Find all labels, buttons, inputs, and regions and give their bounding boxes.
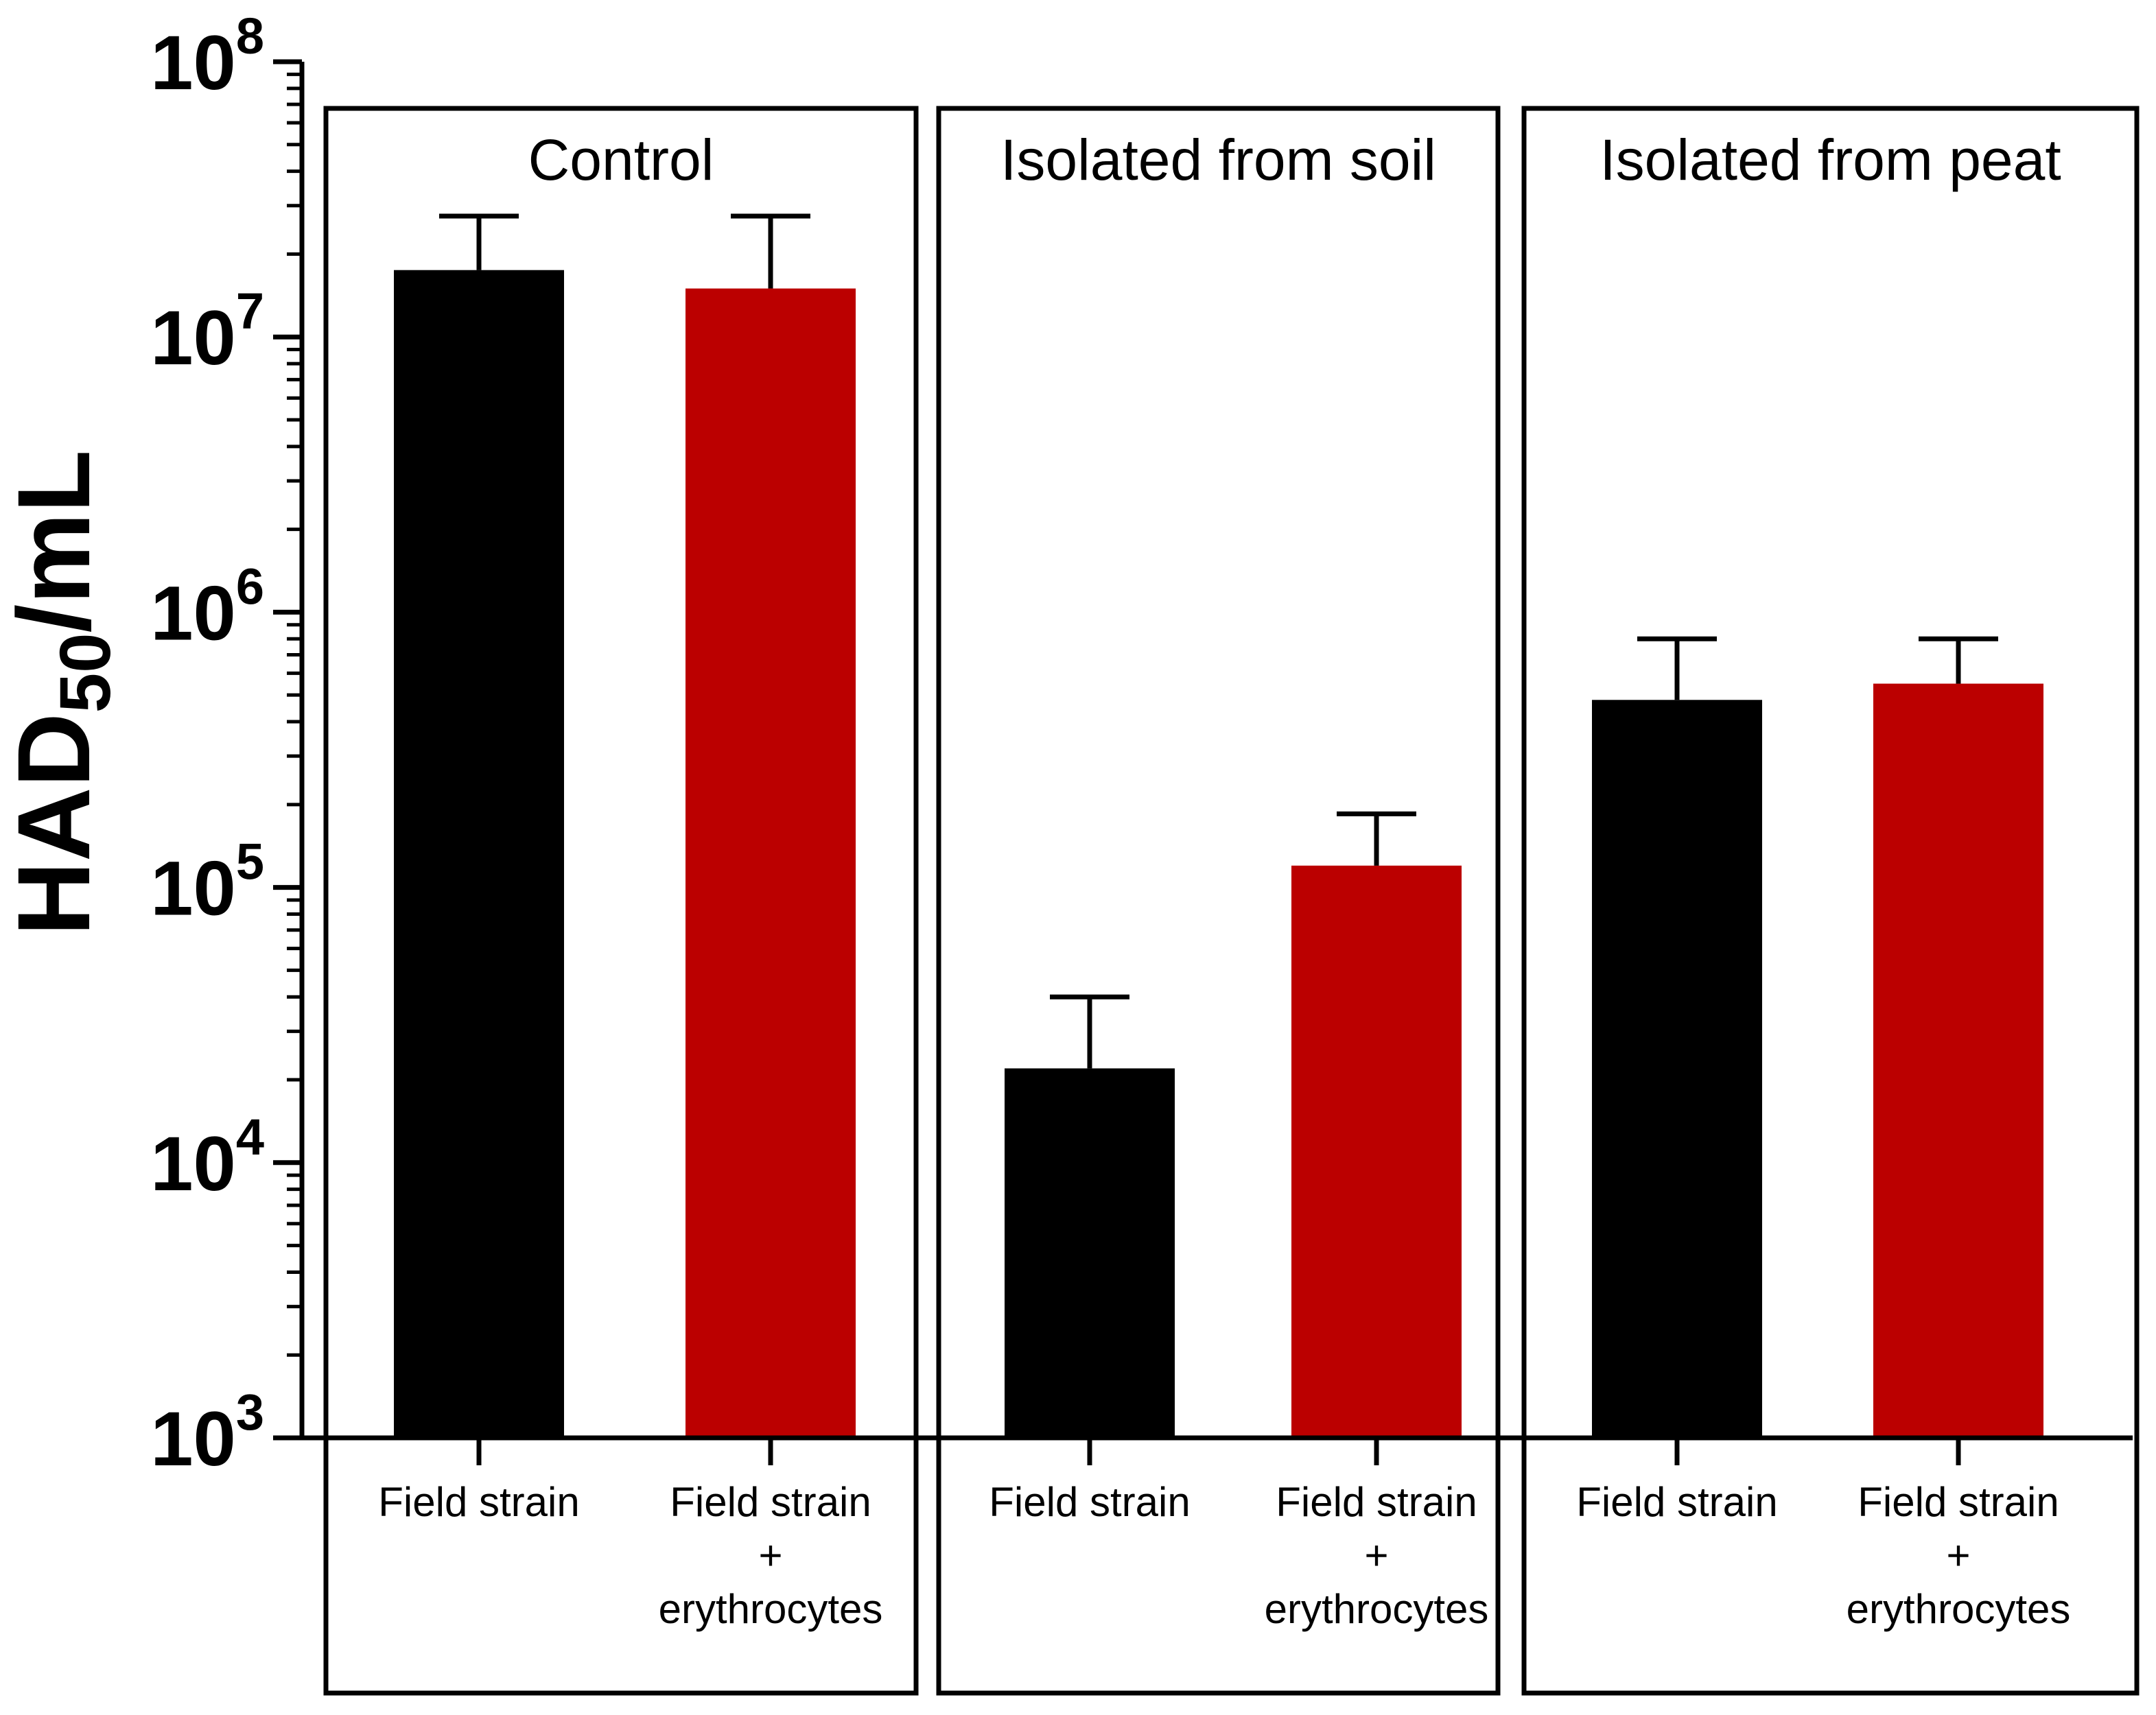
- x-axis: Field strain Field strain + erythrocytesFie…: [302, 1435, 2133, 1632]
- y-tick-label-base: 10: [150, 295, 236, 381]
- y-tick-label: 104: [150, 1109, 264, 1207]
- bar: [1592, 700, 1762, 1438]
- category-label-line: erythrocytes: [1265, 1586, 1489, 1632]
- y-tick-label: 108: [150, 8, 264, 106]
- y-tick-label-base: 10: [150, 570, 236, 656]
- bar: [394, 270, 564, 1439]
- bar: [686, 288, 856, 1438]
- category-label-line: erythrocytes: [1847, 1586, 2071, 1632]
- category-label-line: +: [758, 1533, 782, 1578]
- y-tick-label-base: 10: [150, 1121, 236, 1207]
- group-title: Control: [528, 128, 714, 192]
- category-label-line: +: [1946, 1533, 1970, 1578]
- category-label-line: erythrocytes: [659, 1586, 883, 1632]
- group-panel: [323, 106, 919, 1696]
- group-panel: [936, 106, 1501, 1696]
- category-label-line: Field strain: [378, 1479, 579, 1525]
- y-tick-label-base: 10: [150, 1396, 236, 1482]
- y-tick-label-exponent: 5: [236, 833, 264, 890]
- y-tick-label: 105: [150, 833, 264, 932]
- y-axis-title-suffix: /mL: [0, 450, 111, 633]
- category-label: Field strain: [989, 1479, 1190, 1525]
- y-axis-title-subscript: 50: [45, 632, 126, 713]
- bars-layer: [394, 213, 2043, 1439]
- category-label-line: Field strain: [670, 1479, 871, 1525]
- y-axis-title-main: HAD: [0, 713, 111, 936]
- category-label-line: Field strain: [989, 1479, 1190, 1525]
- category-label-line: Field strain: [1276, 1479, 1477, 1525]
- group-panel: [1521, 106, 2140, 1696]
- category-label: Field strain + erythrocytes: [659, 1479, 883, 1632]
- y-tick-label-exponent: 7: [236, 283, 264, 340]
- bar: [1291, 865, 1462, 1438]
- category-label-line: Field strain: [1858, 1479, 2059, 1525]
- category-label-line: +: [1364, 1533, 1388, 1578]
- y-axis-title: HAD50/mL: [0, 450, 126, 936]
- y-tick-label: 106: [150, 558, 264, 656]
- y-tick-label: 107: [150, 283, 264, 381]
- y-tick-label-exponent: 8: [236, 8, 264, 64]
- group-title: Isolated from peat: [1600, 128, 2061, 192]
- category-label: Field strain: [378, 1479, 579, 1525]
- bar: [1873, 683, 2043, 1439]
- y-tick-label-exponent: 6: [236, 558, 264, 615]
- y-tick-label-exponent: 3: [236, 1384, 264, 1441]
- category-label: Field strain + erythrocytes: [1265, 1479, 1489, 1632]
- category-label: Field strain + erythrocytes: [1847, 1479, 2071, 1632]
- y-tick-label: 103: [150, 1384, 264, 1482]
- category-label-line: Field strain: [1576, 1479, 1777, 1525]
- category-label: Field strain: [1576, 1479, 1777, 1525]
- group-panels: Control Isolated from soil Isolated from p…: [323, 106, 2140, 1696]
- group-title: Isolated from soil: [1000, 128, 1436, 192]
- y-tick-label-exponent: 4: [236, 1109, 264, 1166]
- bar: [1005, 1068, 1175, 1438]
- y-tick-label-base: 10: [150, 846, 236, 932]
- y-tick-label-base: 10: [150, 20, 236, 106]
